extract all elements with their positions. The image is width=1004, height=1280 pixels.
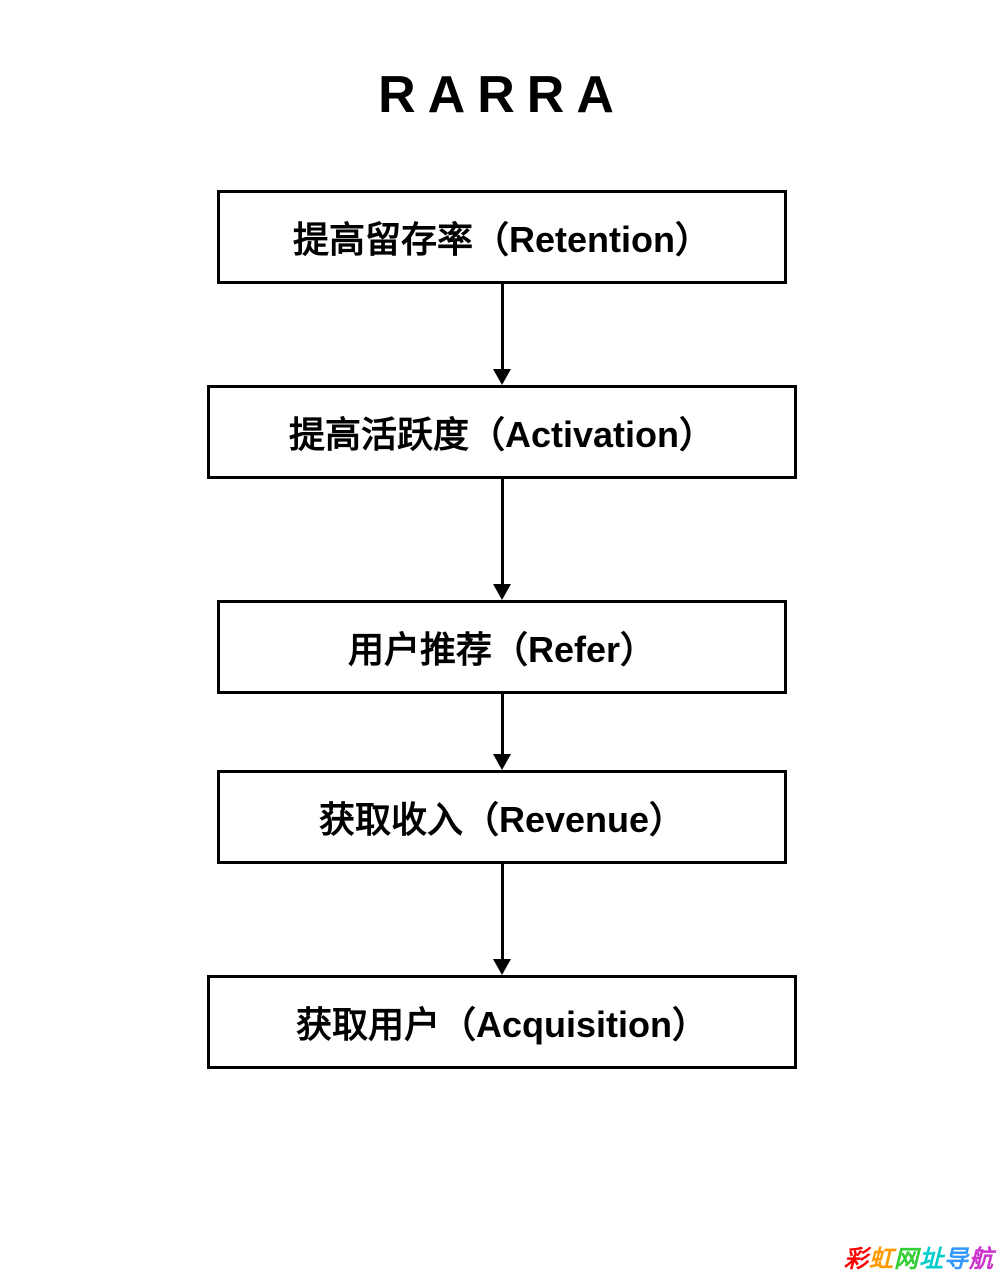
- watermark-char: 网: [894, 1239, 919, 1274]
- watermark: 彩虹网址导航: [844, 1239, 994, 1274]
- flow-node: 提高活跃度（Activation）: [207, 385, 797, 479]
- flow-node: 用户推荐（Refer）: [217, 600, 787, 694]
- flowchart: 提高留存率（Retention） 提高活跃度（Activation） 用户推荐（Re…: [207, 190, 797, 1069]
- watermark-char: 址: [919, 1239, 944, 1274]
- watermark-char: 航: [969, 1239, 994, 1274]
- flow-node: 获取收入（Revenue）: [217, 770, 787, 864]
- flow-node: 提高留存率（Retention）: [217, 190, 787, 284]
- flow-arrow: [493, 694, 511, 770]
- diagram-title: RARRA: [378, 65, 626, 125]
- flow-node: 获取用户（Acquisition）: [207, 975, 797, 1069]
- watermark-char: 导: [944, 1239, 969, 1274]
- flow-arrow: [493, 479, 511, 600]
- flow-arrow: [493, 864, 511, 975]
- watermark-char: 彩: [844, 1239, 869, 1274]
- diagram-container: RARRA 提高留存率（Retention） 提高活跃度（Activation） 用…: [0, 0, 1004, 1069]
- flow-arrow: [493, 284, 511, 385]
- watermark-char: 虹: [869, 1239, 894, 1274]
